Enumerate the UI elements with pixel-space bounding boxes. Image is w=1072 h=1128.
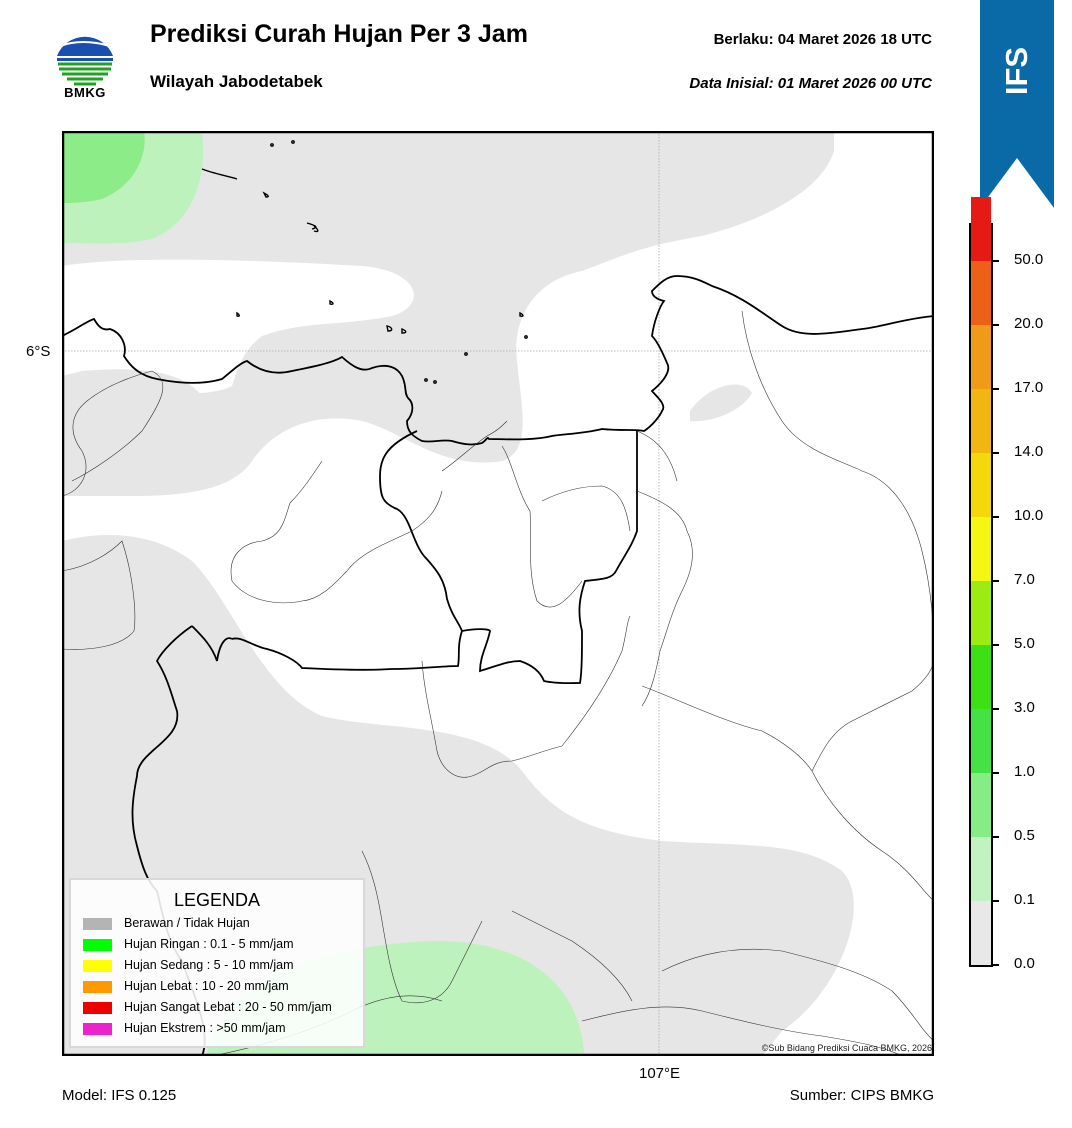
legend-swatch-extreme-rain	[83, 1023, 112, 1035]
colorbar-segment	[971, 197, 991, 261]
colorbar-tick-label: 0.0	[1014, 955, 1035, 972]
ifs-ribbon-icon	[980, 0, 1054, 208]
longitude-label: 107°E	[639, 1065, 681, 1082]
colorbar-tick-label: 50.0	[1014, 251, 1044, 268]
colorbar-tick	[991, 900, 999, 902]
colorbar-segment	[971, 325, 991, 389]
bmkg-logo-text: BMKG	[64, 85, 106, 100]
model-label: Model: IFS 0.125	[62, 1087, 177, 1104]
colorbar-segment	[971, 709, 991, 773]
colorbar-tick	[991, 260, 999, 262]
initial-data-time: Data Inisial: 01 Maret 2026 00 UTC	[689, 75, 932, 92]
colorbar-segment	[971, 261, 991, 325]
regency-borders	[62, 310, 934, 1056]
colorbar-tick-label: 5.0	[1014, 635, 1035, 652]
bmkg-logo-icon	[55, 31, 115, 91]
colorbar-segment	[971, 517, 991, 581]
colorbar-tick-label: 20.0	[1014, 315, 1044, 332]
legend-swatch-very-heavy-rain	[83, 1002, 112, 1014]
southern-border	[231, 630, 463, 671]
legend-label-heavy-rain: Hujan Lebat : 10 - 20 mm/jam	[124, 979, 289, 993]
legend-label-very-heavy-rain: Hujan Sangat Lebat : 20 - 50 mm/jam	[124, 1000, 332, 1014]
province-border	[379, 430, 638, 685]
copyright-note: ©Sub Bidang Prediksi Cuaca BMKG, 2026	[761, 1043, 932, 1053]
legend-label-cloudy: Berawan / Tidak Hujan	[124, 916, 250, 930]
legend-swatch-cloudy	[83, 918, 112, 930]
moderate-rain-area-nw	[62, 131, 145, 203]
map-legend: LEGENDA Berawan / Tidak Hujan Hujan Ring…	[69, 878, 365, 1048]
colorbar-segment	[971, 453, 991, 517]
colorbar-tick	[991, 644, 999, 646]
colorbar-segment	[971, 901, 991, 965]
colorbar-tick	[991, 452, 999, 454]
colorbar-segment	[971, 389, 991, 453]
colorbar-tick-label: 0.5	[1014, 827, 1035, 844]
legend-swatch-light-rain	[83, 939, 112, 951]
colorbar-tick-label: 10.0	[1014, 507, 1044, 524]
source-label: Sumber: CIPS BMKG	[789, 1087, 934, 1104]
colorbar-tick-label: 14.0	[1014, 443, 1044, 460]
legend-label-light-rain: Hujan Ringan : 0.1 - 5 mm/jam	[124, 937, 294, 951]
no-rain-area-north	[62, 131, 834, 496]
colorbar-tick	[991, 516, 999, 518]
colorbar-tick-label: 17.0	[1014, 379, 1044, 396]
no-rain-area-east	[690, 384, 752, 422]
colorbar-segment	[971, 581, 991, 645]
ifs-ribbon-label: IFS	[998, 46, 1034, 96]
legend-title: LEGENDA	[173, 890, 261, 910]
legend-label-extreme-rain: Hujan Ekstrem : >50 mm/jam	[124, 1021, 286, 1035]
colorbar-tick	[991, 708, 999, 710]
colorbar-tick	[991, 580, 999, 582]
colorbar-tick	[991, 964, 999, 966]
legend-swatch-moderate-rain	[83, 960, 112, 972]
page-subtitle: Wilayah Jabodetabek	[150, 72, 323, 91]
colorbar-tick	[991, 324, 999, 326]
colorbar-tick-label: 3.0	[1014, 699, 1035, 716]
colorbar-tick	[991, 388, 999, 390]
colorbar-tick	[991, 836, 999, 838]
legend-label-moderate-rain: Hujan Sedang : 5 - 10 mm/jam	[124, 958, 294, 972]
valid-time: Berlaku: 04 Maret 2026 18 UTC	[713, 31, 932, 48]
latitude-label: 6°S	[26, 343, 51, 360]
colorbar-segment	[971, 773, 991, 837]
legend-swatch-heavy-rain	[83, 981, 112, 993]
colorbar-segment	[971, 837, 991, 901]
colorbar-tick-label: 1.0	[1014, 763, 1035, 780]
colorbar-segment	[971, 645, 991, 709]
java-north-coastline	[62, 275, 934, 446]
colorbar-tick-label: 7.0	[1014, 571, 1035, 588]
page-title: Prediksi Curah Hujan Per 3 Jam	[150, 20, 528, 48]
colorbar-tick	[991, 772, 999, 774]
rainfall-colorbar	[969, 197, 993, 967]
thousand-islands	[201, 140, 528, 384]
colorbar-tick-label: 0.1	[1014, 891, 1035, 908]
